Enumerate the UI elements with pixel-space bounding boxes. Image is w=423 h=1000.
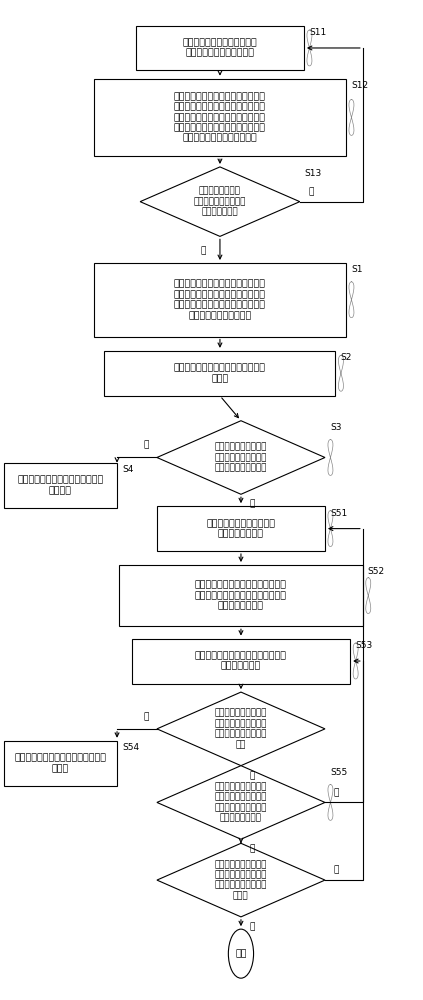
Text: 选取所述待选跨接层方案为可选跨接
层方案: 选取所述待选跨接层方案为可选跨接 层方案 [14,754,106,773]
Text: S52: S52 [368,567,385,576]
Text: 获取所述第一编号集合中的
一个目标电梯编号: 获取所述第一编号集合中的 一个目标电梯编号 [206,519,275,538]
Text: S11: S11 [309,28,326,37]
Text: 获取所述待选跨接层方案集合中一个
待选跨接层方案: 获取所述待选跨接层方案集合中一个 待选跨接层方案 [195,651,287,671]
Text: S13: S13 [305,169,322,178]
Polygon shape [157,692,325,766]
Text: 结束: 结束 [235,949,247,958]
Text: 获取在出发楼层停靠的电梯的第二编
号集合: 获取在出发楼层停靠的电梯的第二编 号集合 [174,364,266,383]
FancyBboxPatch shape [94,263,346,337]
Text: 是: 是 [250,922,255,931]
Text: 是: 是 [250,500,255,509]
Text: S54: S54 [122,743,139,752]
Text: S51: S51 [330,509,347,518]
Text: 否: 否 [143,441,148,450]
Text: 判断所述目标电梯编号
是否为所述第一编号集
合中的最后一个目标电
梯编号: 判断所述目标电梯编号 是否为所述第一编号集 合中的最后一个目标电 梯编号 [215,860,267,900]
FancyBboxPatch shape [119,565,363,626]
Text: 是: 是 [143,712,148,721]
FancyBboxPatch shape [3,741,117,786]
Text: S4: S4 [122,465,133,474]
Text: 尝试规划所述等待点与所述目标地点
之间的路径，若所述规划成功，则判
定所述电梯的所述等待点与所述目标
地点之间能够通行，并将所述电梯的
编号添加至所述第一编号集: 尝试规划所述等待点与所述目标地点 之间的路径，若所述规划成功，则判 定所述电梯的… [174,92,266,143]
Text: S1: S1 [351,265,363,274]
Text: 获取一个在目标楼层停靠的电
梯在所述目标楼层的等待点: 获取一个在目标楼层停靠的电 梯在所述目标楼层的等待点 [183,38,257,58]
Text: 将所述目标电梯编号与所述第二编号
集合中的各个当前电梯编号组合成待
选跨接层方案集合: 将所述目标电梯编号与所述第二编号 集合中的各个当前电梯编号组合成待 选跨接层方案… [195,581,287,611]
Circle shape [228,929,253,978]
Polygon shape [157,766,325,839]
FancyBboxPatch shape [3,463,117,508]
Polygon shape [157,421,325,494]
Text: S2: S2 [341,353,352,362]
FancyBboxPatch shape [132,639,350,684]
Text: 是: 是 [250,845,255,854]
FancyBboxPatch shape [104,351,335,396]
Text: S55: S55 [330,768,347,777]
Text: 获取所述目标楼层的等待点与目标地
点之间能够通行的电梯的第一编号集
合，其中，所述等待点为电梯在各层
的等候区域中的指定位置: 获取所述目标楼层的等待点与目标地 点之间能够通行的电梯的第一编号集 合，其中，所… [174,280,266,320]
Text: S3: S3 [330,423,341,432]
Text: 判断所述待选跨接层方
案是否为所述待选跨接
层方案集合中的最后一
个待选跨接层方案: 判断所述待选跨接层方 案是否为所述待选跨接 层方案集合中的最后一 个待选跨接层方… [215,782,267,823]
Polygon shape [140,167,300,236]
Text: 确定所述相交的电梯编号为可选跨
接层方案: 确定所述相交的电梯编号为可选跨 接层方案 [17,476,104,495]
Text: 否: 否 [333,866,339,875]
Text: 否: 否 [333,788,339,797]
Text: 是: 是 [308,187,313,196]
Text: 判断是否还有其它
目标楼层停靠的电梯未
尝试规划并判定: 判断是否还有其它 目标楼层停靠的电梯未 尝试规划并判定 [194,187,246,217]
FancyBboxPatch shape [94,79,346,156]
FancyBboxPatch shape [157,506,325,551]
Text: S53: S53 [355,641,373,650]
Text: 判断所述待选跨接层方
案中的两个电梯是否具
有能够通行的相同停靠
楼层: 判断所述待选跨接层方 案中的两个电梯是否具 有能够通行的相同停靠 楼层 [215,709,267,749]
Polygon shape [157,843,325,917]
Text: S12: S12 [351,81,368,90]
Text: 否: 否 [201,247,206,256]
FancyBboxPatch shape [136,26,304,70]
Text: 否: 否 [250,771,255,780]
Text: 判断所述第一编号集合
和所述第二编号集合中
是否有相交的电梯编号: 判断所述第一编号集合 和所述第二编号集合中 是否有相交的电梯编号 [215,443,267,472]
